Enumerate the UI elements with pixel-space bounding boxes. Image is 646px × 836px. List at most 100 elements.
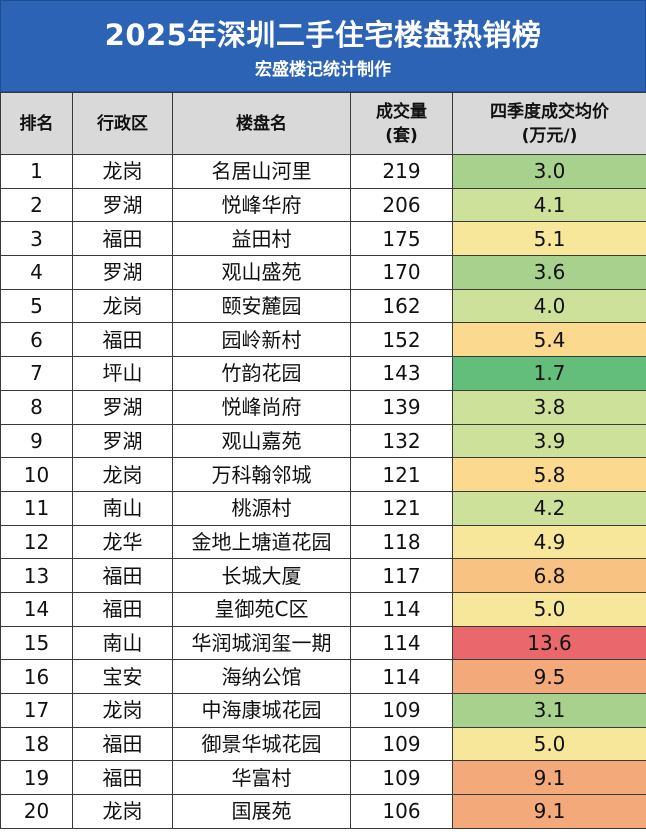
page-subtitle: 宏盛楼记统计制作 (255, 60, 391, 80)
table-row: 11 南山 桃源村 121 4.2 (0, 490, 646, 526)
cell-district: 福田 (72, 558, 173, 593)
header-volume-line1: 成交量 (376, 101, 427, 122)
cell-volume: 114 (350, 659, 453, 694)
header-price-line1: 四季度成交均价 (490, 101, 609, 122)
cell-volume: 121 (350, 490, 453, 526)
cell-rank: 20 (0, 794, 73, 829)
cell-estate: 悦峰华府 (172, 187, 351, 223)
cell-estate: 益田村 (172, 221, 351, 257)
cell-district: 宝安 (72, 659, 173, 694)
cell-rank: 4 (0, 255, 73, 290)
table-row: 8 罗湖 悦峰尚府 139 3.8 (0, 389, 646, 425)
cell-rank: 12 (0, 524, 73, 560)
cell-price: 6.8 (452, 558, 646, 593)
cell-estate: 海纳公馆 (172, 659, 351, 694)
cell-estate: 御景华城花园 (172, 726, 351, 762)
cell-price: 3.8 (452, 389, 646, 425)
cell-estate: 万科翰邻城 (172, 457, 351, 492)
cell-estate: 中海康城花园 (172, 693, 351, 728)
cell-price: 4.2 (452, 490, 646, 526)
cell-volume: 118 (350, 524, 453, 560)
cell-volume: 206 (350, 187, 453, 223)
cell-volume: 117 (350, 558, 453, 593)
cell-price: 1.7 (452, 356, 646, 391)
cell-estate: 长城大厦 (172, 558, 351, 593)
header-rank: 排名 (0, 92, 73, 155)
header-estate: 楼盘名 (172, 92, 351, 155)
cell-estate: 悦峰尚府 (172, 389, 351, 425)
table-row: 15 南山 华润城润玺一期 114 13.6 (0, 625, 646, 661)
cell-volume: 114 (350, 591, 453, 627)
cell-estate: 观山嘉苑 (172, 423, 351, 459)
cell-volume: 109 (350, 760, 453, 796)
cell-rank: 10 (0, 457, 73, 492)
header-price-line2: (万元/) (521, 125, 578, 146)
table-row: 12 龙华 金地上塘道花园 118 4.9 (0, 524, 646, 560)
cell-district: 福田 (72, 221, 173, 257)
cell-district: 罗湖 (72, 255, 173, 290)
cell-rank: 9 (0, 423, 73, 459)
table-row: 20 龙岗 国展苑 106 9.1 (0, 794, 646, 829)
table-row: 7 坪山 竹韵花园 143 1.7 (0, 356, 646, 391)
cell-price: 4.1 (452, 187, 646, 223)
cell-district: 福田 (72, 726, 173, 762)
cell-rank: 8 (0, 389, 73, 425)
cell-price: 4.0 (452, 288, 646, 324)
cell-price: 3.0 (452, 154, 646, 189)
cell-price: 5.4 (452, 322, 646, 358)
cell-rank: 15 (0, 625, 73, 661)
cell-district: 罗湖 (72, 423, 173, 459)
cell-district: 福田 (72, 322, 173, 358)
cell-rank: 11 (0, 490, 73, 526)
cell-volume: 143 (350, 356, 453, 391)
cell-estate: 华富村 (172, 760, 351, 796)
cell-district: 坪山 (72, 356, 173, 391)
table-row: 2 罗湖 悦峰华府 206 4.1 (0, 187, 646, 223)
header-price: 四季度成交均价 (万元/) (452, 92, 646, 155)
cell-price: 5.0 (452, 591, 646, 627)
cell-rank: 7 (0, 356, 73, 391)
cell-estate: 竹韵花园 (172, 356, 351, 391)
header-volume-line2: (套) (385, 125, 418, 146)
cell-volume: 139 (350, 389, 453, 425)
header-volume: 成交量 (套) (350, 92, 453, 155)
cell-volume: 162 (350, 288, 453, 324)
cell-district: 龙岗 (72, 154, 173, 189)
cell-district: 龙岗 (72, 794, 173, 829)
cell-district: 罗湖 (72, 187, 173, 223)
cell-estate: 观山盛苑 (172, 255, 351, 290)
table-row: 6 福田 园岭新村 152 5.4 (0, 322, 646, 358)
cell-rank: 1 (0, 154, 73, 189)
cell-price: 4.9 (452, 524, 646, 560)
cell-price: 3.6 (452, 255, 646, 290)
table-header: 排名 行政区 楼盘名 成交量 (套) 四季度成交均价 (万元/) (0, 92, 646, 155)
title-banner: 2025年深圳二手住宅楼盘热销榜 宏盛楼记统计制作 (0, 0, 646, 92)
cell-volume: 175 (350, 221, 453, 257)
cell-rank: 3 (0, 221, 73, 257)
cell-rank: 5 (0, 288, 73, 324)
cell-volume: 132 (350, 423, 453, 459)
cell-district: 龙岗 (72, 693, 173, 728)
cell-district: 南山 (72, 625, 173, 661)
table-row: 14 福田 皇御苑C区 114 5.0 (0, 591, 646, 627)
table-row: 5 龙岗 颐安麓园 162 4.0 (0, 288, 646, 324)
cell-price: 3.1 (452, 693, 646, 728)
cell-estate: 园岭新村 (172, 322, 351, 358)
cell-rank: 18 (0, 726, 73, 762)
table-row: 1 龙岗 名居山河里 219 3.0 (0, 154, 646, 189)
cell-volume: 219 (350, 154, 453, 189)
cell-estate: 华润城润玺一期 (172, 625, 351, 661)
cell-price: 9.1 (452, 760, 646, 796)
cell-district: 龙岗 (72, 288, 173, 324)
table-row: 9 罗湖 观山嘉苑 132 3.9 (0, 423, 646, 459)
header-row: 排名 行政区 楼盘名 成交量 (套) 四季度成交均价 (万元/) (0, 92, 646, 155)
cell-rank: 2 (0, 187, 73, 223)
cell-district: 福田 (72, 760, 173, 796)
cell-price: 5.0 (452, 726, 646, 762)
cell-price: 5.8 (452, 457, 646, 492)
cell-volume: 152 (350, 322, 453, 358)
cell-price: 5.1 (452, 221, 646, 257)
cell-volume: 121 (350, 457, 453, 492)
cell-price: 9.5 (452, 659, 646, 694)
cell-volume: 109 (350, 693, 453, 728)
